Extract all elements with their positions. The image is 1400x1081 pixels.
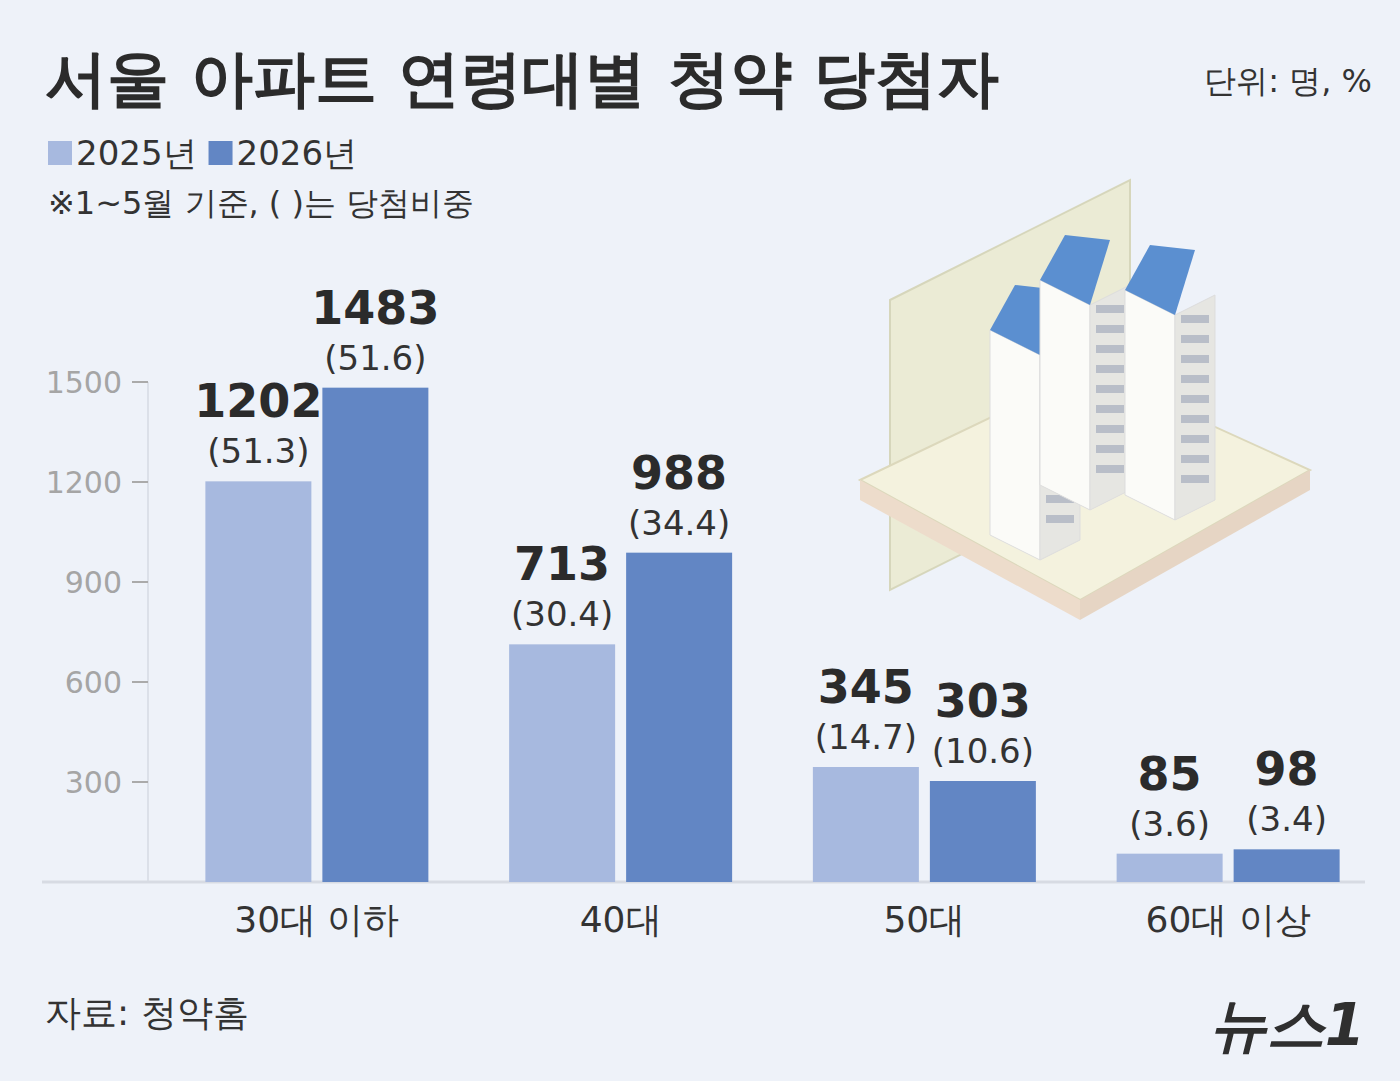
y-axis-line [148,382,149,882]
y-tick [132,781,148,783]
illustration-window [1181,395,1209,403]
legend-label: 2026년 [237,133,358,173]
illustration-window [1046,515,1074,523]
illustration-window [1181,435,1209,443]
value-label: 303 [935,674,1031,728]
illustration-window [1096,385,1124,393]
y-tick-label: 300 [65,765,122,800]
bar [205,481,311,882]
y-tick-label: 1500 [46,365,122,400]
share-label: (14.7) [815,717,917,757]
y-tick-label: 1200 [46,465,122,500]
y-tick-label: 900 [65,565,122,600]
illustration-window [1181,315,1209,323]
share-label: (3.6) [1129,804,1210,844]
logo: 뉴스1 [1209,991,1365,1059]
value-label: 988 [631,446,727,500]
value-label: 1202 [194,374,322,428]
illustration-window [1181,335,1209,343]
illustration-window [1096,465,1124,473]
data-labels: 1202(51.3) 1483(51.6) 713(30.4) 988(34.4) 34… [194,281,1327,844]
illustration-window [1181,355,1209,363]
illustration-window [1181,475,1209,483]
illustration-wall [1175,295,1215,520]
illustration-window [1096,405,1124,413]
bar [626,553,732,882]
legend-swatch [209,141,233,165]
legend-swatch [48,141,72,165]
value-label: 713 [514,537,610,591]
note: ※1~5월 기준, ( )는 당첨비중 [48,184,474,222]
illustration-window [1096,305,1124,313]
y-tick [132,481,148,483]
illustration-window [1096,445,1124,453]
y-tick [132,381,148,383]
bar [813,767,919,882]
background [0,0,1400,1081]
source: 자료: 청약홈 [45,992,249,1033]
y-tick [132,681,148,683]
illustration-window [1181,415,1209,423]
bar [1234,849,1340,882]
illustration-window [1181,375,1209,383]
illustration [860,180,1310,620]
illustration-window [1096,425,1124,433]
y-tick-label: 600 [65,665,122,700]
share-label: (34.4) [628,503,730,543]
bar [509,644,615,882]
illustration-wall [990,330,1040,560]
x-tick-label: 30대 이하 [234,899,399,940]
value-label: 345 [818,660,914,714]
share-label: (51.6) [324,338,426,378]
chart: 서울 아파트 연령대별 청약 당첨자 단위: 명, % 2025년 2026년 ※1~5… [0,0,1400,1081]
illustration-wall [1040,280,1090,510]
x-tick-label: 60대 이상 [1145,899,1310,940]
illustration-window [1181,455,1209,463]
illustration-wall [1090,285,1130,510]
unit: 단위: 명, % [1204,62,1372,100]
x-tick-label: 40대 [580,899,662,940]
illustration-roof [1040,235,1110,305]
y-tick [132,581,148,583]
value-label: 1483 [311,281,439,335]
value-label: 85 [1138,747,1202,801]
illustration-wall [1125,290,1175,520]
x-tick-label: 50대 [883,899,965,940]
legend-label: 2025년 [76,133,197,173]
share-label: (51.3) [207,431,309,471]
bar [1117,854,1223,882]
share-label: (3.4) [1246,799,1327,839]
share-label: (30.4) [511,594,613,634]
value-label: 98 [1255,742,1319,796]
bar [930,781,1036,882]
illustration-window [1096,365,1124,373]
bars [205,388,1339,882]
bar [322,388,428,882]
illustration-roof [1125,245,1195,315]
title: 서울 아파트 연령대별 청약 당첨자 [45,42,999,115]
illustration-window [1096,325,1124,333]
illustration-window [1096,345,1124,353]
share-label: (10.6) [932,731,1034,771]
